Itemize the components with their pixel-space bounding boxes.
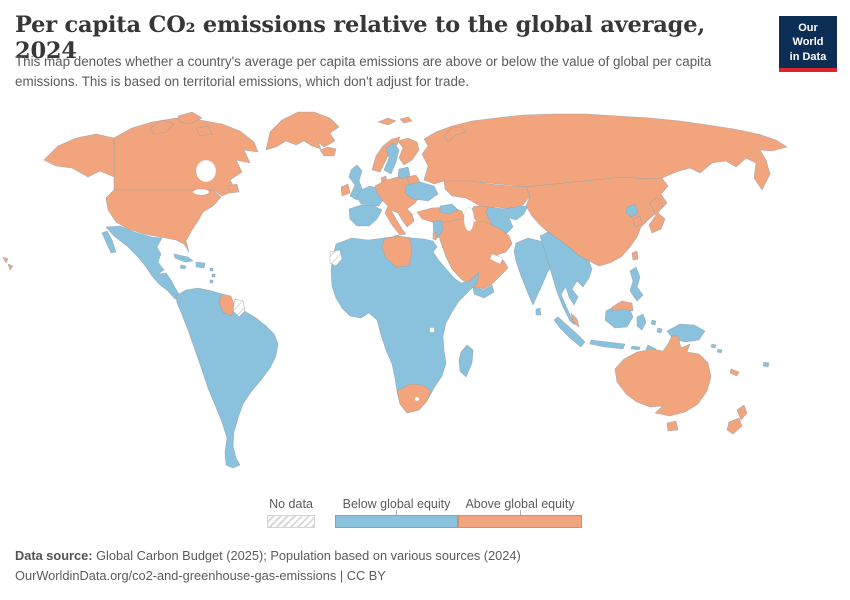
map-region-japan[interactable] (648, 196, 666, 234)
map-region-sulawesi[interactable] (636, 313, 663, 334)
map-region-caucasus[interactable] (439, 203, 459, 215)
map-region-iberia[interactable] (348, 204, 383, 227)
map-region-philippines[interactable] (629, 266, 644, 302)
legend-no-data-label: No data (269, 497, 313, 511)
map-region-mainland-southeast-asia[interactable] (539, 231, 593, 326)
map-region-north-korea[interactable] (625, 203, 639, 218)
map-region-taiwan[interactable] (631, 250, 639, 261)
map-region-western-sahara[interactable] (329, 249, 343, 267)
map-region-solomon-islands[interactable] (710, 343, 723, 354)
persian-gulf-water (489, 253, 504, 265)
map-region-new-caledonia[interactable] (729, 368, 740, 377)
map-region-africa[interactable] (330, 235, 480, 414)
legend-no-data-swatch[interactable] (267, 515, 315, 528)
map-region-iceland[interactable] (319, 146, 337, 157)
chart-subtitle: This map denotes whether a country's ave… (15, 54, 712, 90)
map-region-israel[interactable] (432, 231, 438, 241)
data-source-line: Data source: Global Carbon Budget (2025)… (15, 546, 815, 566)
legend-tick-below (396, 510, 397, 515)
map-region-guyana[interactable] (218, 293, 236, 317)
map-region-sumatra[interactable] (553, 316, 586, 348)
map-region-libya[interactable] (381, 235, 413, 268)
legend-below-swatch[interactable] (335, 515, 458, 528)
hudson-bay-water (195, 159, 217, 183)
legend-tick-above (520, 510, 521, 515)
map-region-cuba[interactable] (173, 253, 194, 263)
great-lakes-water (192, 188, 210, 196)
map-region-tasmania[interactable] (666, 420, 679, 432)
map-region-sweden[interactable] (383, 142, 400, 175)
map-region-hawaii[interactable] (2, 256, 14, 271)
map-region-lesser-antilles[interactable] (209, 267, 216, 284)
map-region-fiji[interactable] (762, 361, 770, 368)
world-map (0, 110, 850, 505)
chart-footer: Data source: Global Carbon Budget (2025)… (15, 546, 815, 586)
map-region-newfoundland[interactable] (227, 183, 240, 194)
choropleth-world-map (2, 111, 788, 469)
map-region-yemen[interactable] (472, 284, 495, 299)
map-region-new-zealand[interactable] (726, 404, 748, 435)
map-region-arctic-islands[interactable] (149, 111, 213, 137)
data-source-label: Data source: (15, 548, 93, 563)
map-region-madagascar[interactable] (458, 344, 474, 378)
map-region-suriname[interactable] (232, 298, 246, 318)
map-region-australia[interactable] (614, 335, 712, 417)
map-region-united-states[interactable] (105, 189, 222, 253)
page-title: Per capita CO₂ emissions relative to the… (15, 12, 705, 64)
legend-above-swatch[interactable] (458, 515, 582, 528)
map-region-novaya-zemlya[interactable] (443, 126, 467, 143)
legend-above-label: Above global equity (465, 497, 575, 511)
map-region-canada[interactable] (113, 117, 259, 197)
citation-link[interactable]: OurWorldinData.org/co2-and-greenhouse-ga… (15, 567, 386, 583)
map-region-south-africa[interactable] (396, 383, 432, 414)
map-region-russia[interactable] (421, 113, 788, 191)
map-region-ukraine[interactable] (404, 181, 439, 202)
lake-victoria-water (429, 327, 435, 333)
map-region-sri-lanka[interactable] (535, 307, 542, 316)
map-region-jamaica[interactable] (179, 264, 187, 270)
lesotho-enclave (414, 396, 420, 402)
owid-logo-red-strip (779, 67, 837, 72)
map-region-south-america[interactable] (175, 287, 279, 469)
legend-below-label: Below global equity (342, 497, 451, 511)
owid-logo[interactable]: Our World in Data (779, 16, 837, 72)
map-region-hispaniola[interactable] (195, 261, 206, 269)
owid-logo-line1: Our World (792, 22, 824, 49)
owid-logo-line2: in Data (789, 50, 827, 63)
map-region-java[interactable] (589, 339, 626, 350)
caspian-sea-water (463, 206, 475, 232)
map-region-south-korea[interactable] (632, 215, 643, 228)
map-region-ireland[interactable] (340, 183, 351, 197)
map-region-alaska[interactable] (43, 133, 115, 178)
map-region-greenland[interactable] (265, 111, 340, 151)
map-region-east-malaysia[interactable] (611, 300, 634, 312)
map-region-peninsular-malaysia[interactable] (570, 312, 580, 328)
map-region-mexico-central-america[interactable] (105, 225, 182, 300)
map-region-svalbard[interactable] (377, 116, 413, 126)
map-region-baja-california[interactable] (101, 230, 117, 254)
data-source-value: Global Carbon Budget (2025); Population … (96, 548, 521, 563)
map-region-finland[interactable] (397, 137, 420, 166)
